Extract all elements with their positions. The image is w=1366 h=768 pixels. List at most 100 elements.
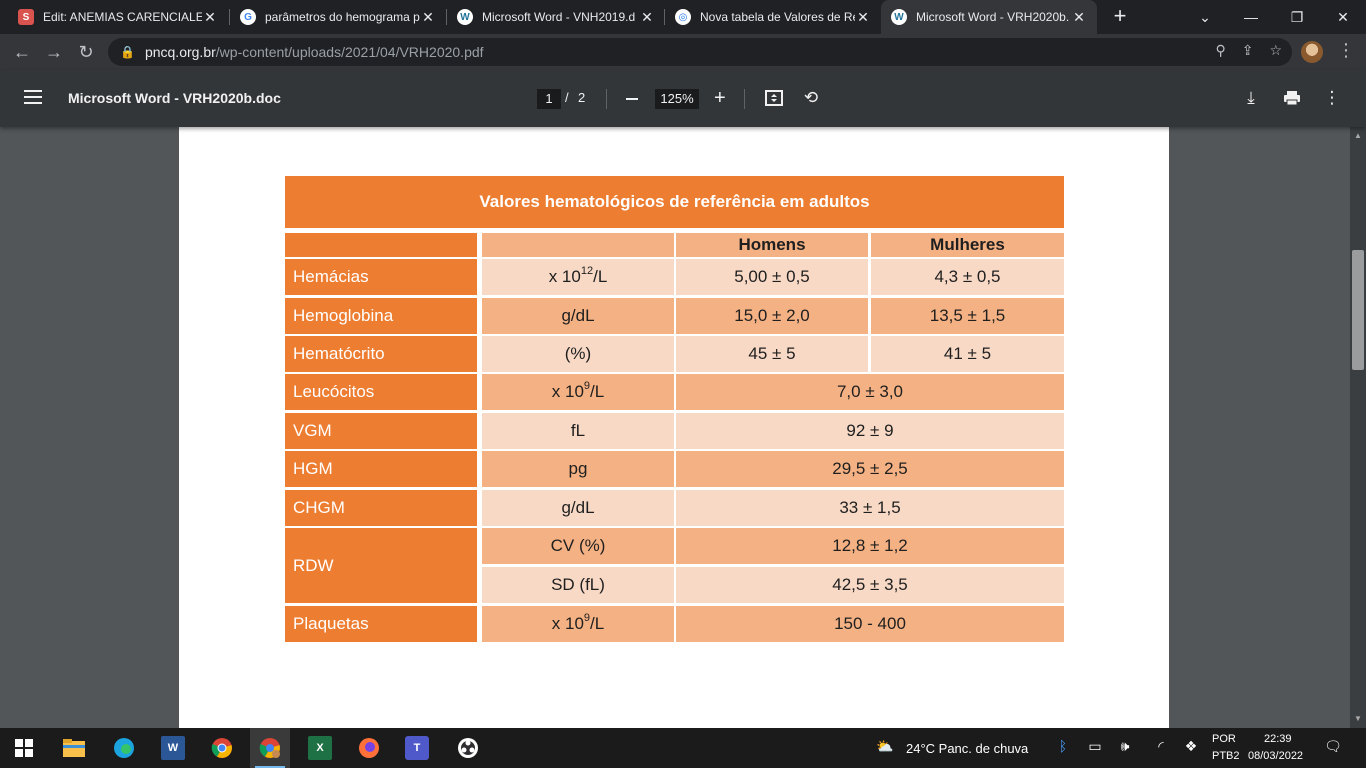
bookmark-star-icon[interactable]: ☆ <box>1269 42 1282 58</box>
obs-icon[interactable] <box>456 736 480 760</box>
word-icon[interactable]: W <box>161 736 185 760</box>
zoom-out-button[interactable] <box>626 89 640 109</box>
scrollbar-thumb[interactable] <box>1352 250 1364 370</box>
notifications-icon[interactable]: 🗨 <box>1324 738 1342 754</box>
tab-title: parâmetros do hemograma p <box>265 10 420 24</box>
excel-icon[interactable]: X <box>308 736 332 760</box>
close-icon[interactable]: ✕ <box>641 8 653 25</box>
reload-button[interactable]: ↻ <box>78 41 94 62</box>
wordpress-icon: W <box>891 9 907 25</box>
volume-icon[interactable]: 🕪 <box>1120 738 1130 754</box>
value-hematocrito-mulheres: 41 ± 5 <box>871 336 1064 372</box>
language-bottom[interactable]: PTB2 <box>1212 750 1240 762</box>
scroll-up-arrow[interactable]: ▲ <box>1354 131 1362 140</box>
tab-title: Nova tabela de Valores de Re <box>700 10 855 24</box>
browser-toolbar: ← → ↻ 🔒 pncq.org.br/wp-content/uploads/2… <box>0 34 1366 70</box>
unit-hemoglobina: g/dL <box>482 298 674 334</box>
zoom-icon[interactable]: ⚲ <box>1215 42 1226 58</box>
print-icon[interactable] <box>1281 86 1303 110</box>
page-number-input[interactable]: 1 <box>537 89 561 109</box>
header-empty-unit <box>482 233 674 257</box>
clock-date[interactable]: 08/03/2022 <box>1248 750 1304 762</box>
value-leucocitos: 7,0 ± 3,0 <box>676 374 1064 410</box>
unit-rdw-cv: CV (%) <box>482 528 674 564</box>
url-path: /wp-content/uploads/2021/04/VRH2020.pdf <box>215 44 484 60</box>
firefox-icon[interactable] <box>357 736 381 760</box>
address-bar[interactable]: 🔒 pncq.org.br/wp-content/uploads/2021/04… <box>108 38 1292 66</box>
tab-word-vrh-active[interactable]: W Microsoft Word - VRH2020b. ✕ <box>881 0 1097 34</box>
unit-vgm: fL <box>482 413 674 449</box>
zoom-input[interactable]: 125% <box>655 89 699 109</box>
table-title: Valores hematológicos de referência em a… <box>285 176 1064 228</box>
row-label-hgm: HGM <box>285 451 477 487</box>
chrome-profile-icon[interactable] <box>258 736 282 760</box>
tab-word-vnh[interactable]: W Microsoft Word - VNH2019.d ✕ <box>447 0 665 34</box>
row-label-hemoglobina: Hemoglobina <box>285 298 477 334</box>
file-explorer-icon[interactable] <box>62 736 86 760</box>
bluetooth-icon[interactable]: ᛒ <box>1058 738 1068 754</box>
unit-chgm: g/dL <box>482 490 674 526</box>
value-hematocrito-homens: 45 ± 5 <box>676 336 868 372</box>
value-rdw-cv: 12,8 ± 1,2 <box>676 528 1064 564</box>
pdf-title: Microsoft Word - VRH2020b.doc <box>68 90 281 106</box>
lock-icon[interactable]: 🔒 <box>120 45 135 59</box>
close-icon[interactable]: ✕ <box>1073 8 1085 25</box>
tab-nova-tabela[interactable]: ◎ Nova tabela de Valores de Re ✕ <box>665 0 881 34</box>
value-hemacias-mulheres: 4,3 ± 0,5 <box>871 259 1064 295</box>
unit-hematocrito: (%) <box>482 336 674 372</box>
new-tab-button[interactable]: + <box>1113 3 1127 28</box>
zoom-in-button[interactable]: + <box>714 87 726 109</box>
teams-icon[interactable]: T <box>405 736 429 760</box>
weather-text[interactable]: 24°C Panc. de chuva <box>906 741 1029 756</box>
header-homens: Homens <box>676 233 868 257</box>
value-hemoglobina-mulheres: 13,5 ± 1,5 <box>871 298 1064 334</box>
site-icon: ◎ <box>675 9 691 25</box>
reference-values-table: Valores hematológicos de referência em a… <box>285 176 1064 642</box>
dropbox-icon[interactable]: ❖ <box>1184 738 1198 754</box>
weather-icon[interactable]: ⛅ <box>876 738 894 754</box>
back-button[interactable]: ← <box>13 41 31 62</box>
pdf-toolbar: Microsoft Word - VRH2020b.doc 1 / 2 125%… <box>0 70 1366 127</box>
menu-icon[interactable] <box>24 90 42 104</box>
tab-google[interactable]: G parâmetros do hemograma p ✕ <box>230 0 446 34</box>
minimize-button[interactable]: — <box>1244 9 1258 25</box>
row-label-leucocitos: Leucócitos <box>285 374 477 410</box>
battery-icon[interactable]: ▭ <box>1088 738 1102 754</box>
close-window-button[interactable]: ✕ <box>1337 8 1349 25</box>
share-icon[interactable]: ⇪ <box>1241 42 1254 58</box>
page-total: 2 <box>578 90 586 105</box>
rotate-icon[interactable]: ⟲ <box>803 88 819 107</box>
close-icon[interactable]: ✕ <box>422 8 434 25</box>
language-top[interactable]: POR <box>1212 733 1236 745</box>
clock-time[interactable]: 22:39 <box>1264 733 1292 745</box>
tab-search-icon[interactable]: ⌄ <box>1199 8 1211 25</box>
scrollbar[interactable] <box>1350 127 1366 728</box>
windows-start-icon[interactable] <box>12 736 36 760</box>
close-icon[interactable]: ✕ <box>857 8 869 25</box>
scribd-icon: S <box>18 9 34 25</box>
tab-anemias[interactable]: S Edit: ANEMIAS CARENCIALES ✕ <box>8 0 228 34</box>
unit-hgm: pg <box>482 451 674 487</box>
row-label-plaquetas: Plaquetas <box>285 606 477 642</box>
tab-title: Microsoft Word - VNH2019.d <box>482 10 636 24</box>
forward-button[interactable]: → <box>45 41 63 62</box>
row-label-hematocrito: Hematócrito <box>285 336 477 372</box>
scroll-down-arrow[interactable]: ▼ <box>1354 714 1362 723</box>
value-plaquetas: 150 - 400 <box>676 606 1064 642</box>
fit-page-icon[interactable] <box>763 86 785 110</box>
edge-icon[interactable] <box>112 736 136 760</box>
page-separator: / <box>565 90 569 105</box>
profile-avatar[interactable] <box>1301 41 1323 63</box>
download-icon[interactable]: ⤓ <box>1247 88 1255 107</box>
restore-button[interactable]: ❐ <box>1290 8 1304 25</box>
more-options-icon[interactable]: ⋮ <box>1323 88 1341 107</box>
value-hgm: 29,5 ± 2,5 <box>676 451 1064 487</box>
chrome-icon[interactable] <box>210 736 234 760</box>
browser-menu-icon[interactable]: ⋮ <box>1337 40 1355 60</box>
url-host: pncq.org.br <box>144 44 216 60</box>
close-icon[interactable]: ✕ <box>204 8 216 25</box>
unit-rdw-sd: SD (fL) <box>482 567 674 603</box>
wifi-icon[interactable]: ◜ <box>1158 738 1164 754</box>
header-mulheres: Mulheres <box>871 233 1064 257</box>
value-chgm: 33 ± 1,5 <box>676 490 1064 526</box>
